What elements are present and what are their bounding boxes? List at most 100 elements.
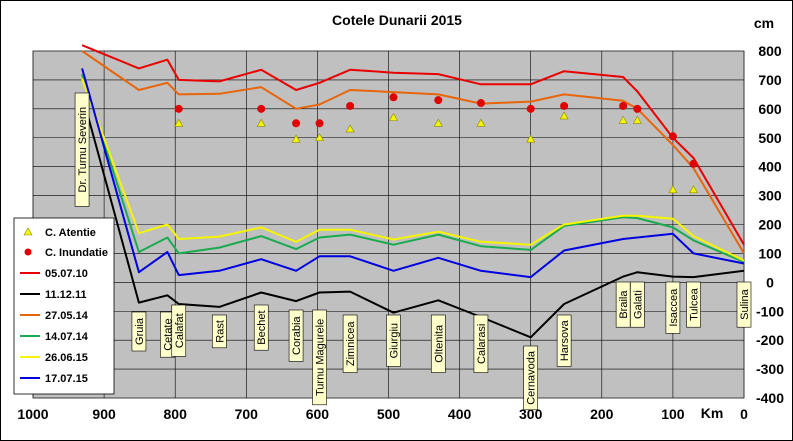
marker-inundatie	[526, 104, 535, 113]
station-label: Dr. Turnu Severin	[74, 92, 90, 207]
series-line	[81, 94, 745, 339]
x-tick-label: 900	[92, 406, 116, 422]
y-axis-ticks: 800 700 600 500 400 300 200 100 0 -100 -200 -300 -40…	[756, 43, 784, 406]
station-label-box	[386, 314, 401, 367]
y-tick-label: 300	[758, 188, 782, 204]
marker-inundatie	[619, 101, 628, 110]
series-line	[81, 73, 745, 264]
marker-inundatie	[668, 132, 677, 141]
station-label-text: Tulcea	[689, 287, 701, 320]
marker-inundatie	[346, 101, 355, 110]
marker-atentie	[315, 133, 325, 142]
marker-atentie	[345, 124, 355, 133]
station-label-text: Harsova	[559, 319, 571, 361]
station-label-text: Calafat	[174, 313, 186, 348]
marker-atentie	[476, 118, 486, 127]
y-tick-label: 400	[758, 159, 782, 175]
x-tick-label: 800	[164, 406, 188, 422]
legend-text: 17.07.15	[45, 373, 88, 385]
station-label: Cernavoda	[523, 345, 539, 411]
legend-text: 05.07.10	[45, 268, 88, 280]
station-label-box	[211, 314, 227, 349]
marker-inundatie	[174, 104, 183, 113]
station-label-text: Zimnicea	[345, 321, 357, 367]
station-label-text: Gruia	[134, 317, 146, 345]
series-line	[81, 68, 745, 279]
legend-text: 26.06.15	[45, 352, 88, 364]
station-label-box	[686, 281, 701, 328]
station-label-text: Cernavoda	[526, 350, 538, 405]
y-axis-unit: cm	[754, 15, 774, 31]
y-tick-label: 700	[758, 72, 782, 88]
marker-inundatie	[560, 101, 569, 110]
station-label-text: Dr. Turnu Severin	[77, 107, 89, 193]
station-label-box	[171, 304, 187, 357]
y-tick-label: 500	[758, 130, 782, 146]
station-label: Harsova	[556, 314, 572, 367]
station-label-text: Corabia	[291, 316, 303, 355]
station-label-text: Sulina	[739, 288, 751, 319]
station-label-box	[736, 281, 752, 328]
station-label-box	[665, 281, 681, 334]
station-label-box	[430, 314, 446, 373]
station-label: Calarasi	[473, 314, 489, 373]
station-label-box	[288, 309, 304, 362]
x-axis-label: Km	[701, 405, 724, 421]
station-label-text: Oltenita	[433, 324, 445, 363]
marker-inundatie	[689, 159, 698, 168]
station-label: Oltenita	[430, 314, 446, 373]
legend-marker	[24, 248, 32, 256]
station-label-box	[342, 314, 358, 373]
x-tick-label: 200	[590, 406, 614, 422]
threshold-markers	[174, 93, 699, 194]
x-tick-label: 500	[377, 406, 401, 422]
y-tick-label: 600	[758, 101, 782, 117]
station-label-text: Rast	[214, 320, 226, 343]
station-label-box	[473, 314, 489, 373]
legend-text: 27.05.14	[45, 310, 89, 322]
series-line	[81, 78, 745, 262]
y-tick-label: 200	[758, 217, 782, 233]
station-label: Gruia	[131, 311, 147, 352]
y-tick-label: 100	[758, 245, 782, 261]
legend: C. Atentie C. Inundatie 05.07.10 11.12.11 27…	[13, 217, 115, 395]
marker-atentie	[291, 134, 301, 143]
y-tick-label: 800	[758, 43, 782, 59]
x-tick-label: 1000	[17, 406, 48, 422]
station-label-text: Calarasi	[476, 324, 488, 364]
marker-inundatie	[434, 96, 443, 105]
legend-marker	[23, 227, 33, 236]
x-tick-label: 100	[661, 406, 685, 422]
station-label-text: Turnu Magurele	[315, 319, 327, 396]
station-label: Giurgiu	[386, 314, 401, 367]
station-label-text: Braila	[618, 290, 630, 319]
y-tick-label: -200	[756, 332, 784, 348]
station-labels: Dr. Turnu Severin Gruia Cetate Calafat Rast B…	[74, 92, 752, 411]
station-label: Isaccea	[665, 281, 681, 334]
chart-title: Cotele Dunarii 2015	[332, 12, 462, 28]
marker-atentie	[668, 185, 678, 194]
x-tick-label: 400	[448, 406, 472, 422]
station-label-box	[253, 304, 269, 351]
station-label-text: Giurgiu	[388, 323, 400, 358]
y-tick-label: -300	[756, 361, 784, 377]
station-label-text: Cetate	[162, 318, 174, 350]
station-label: Galati	[630, 281, 645, 328]
marker-atentie	[174, 118, 184, 127]
x-tick-label: 600	[306, 406, 330, 422]
station-label: Corabia	[288, 309, 304, 362]
station-label-box	[630, 281, 645, 328]
station-label-box	[556, 314, 572, 367]
station-label: Sulina	[736, 281, 752, 328]
marker-atentie	[388, 112, 398, 121]
legend-text: C. Atentie	[45, 227, 96, 239]
marker-atentie	[689, 185, 699, 194]
marker-inundatie	[257, 104, 266, 113]
marker-inundatie	[476, 99, 485, 108]
marker-atentie	[618, 115, 628, 124]
station-label-text: Galati	[632, 290, 644, 319]
y-tick-label: 0	[766, 274, 774, 290]
y-tick-label: -400	[756, 390, 784, 406]
station-label: Turnu Magurele	[312, 309, 327, 406]
station-label: Bechet	[253, 304, 269, 351]
